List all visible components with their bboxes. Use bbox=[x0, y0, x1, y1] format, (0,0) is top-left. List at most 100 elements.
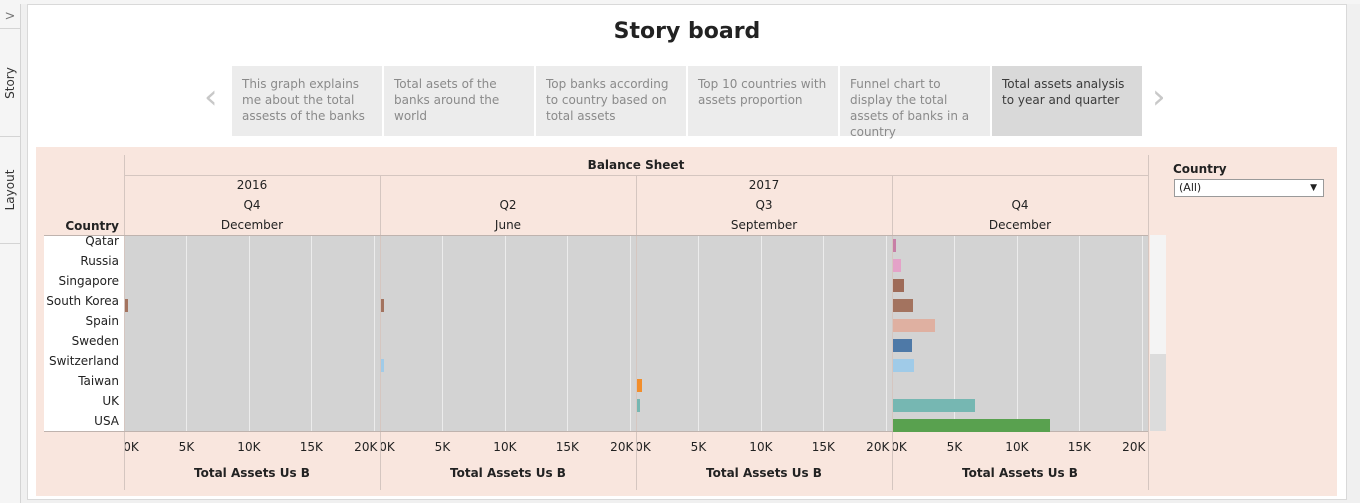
tick-label: 15K bbox=[555, 440, 579, 454]
story-tab-label: Story bbox=[3, 67, 17, 99]
country-filter-value: (All) bbox=[1179, 181, 1202, 194]
gridline bbox=[1016, 235, 1018, 431]
month-header: June bbox=[494, 218, 522, 232]
axis-title: Total Assets Us B bbox=[194, 466, 310, 480]
country-label: Switzerland bbox=[49, 354, 119, 368]
gridline bbox=[186, 235, 188, 431]
quarter-header: Q4 bbox=[1011, 198, 1029, 212]
country-label: Singapore bbox=[58, 274, 119, 288]
country-label: Spain bbox=[85, 314, 119, 328]
bar bbox=[893, 319, 936, 332]
country-filter-dropdown[interactable]: (All) ▼ bbox=[1174, 179, 1324, 197]
gridline bbox=[442, 235, 444, 431]
axis-title: Total Assets Us B bbox=[706, 466, 822, 480]
quarter-header: Q4 bbox=[243, 198, 261, 212]
previous-story-point-icon[interactable]: ‹ bbox=[204, 77, 218, 117]
tick-label: 15K bbox=[299, 440, 323, 454]
plot-pane bbox=[636, 235, 892, 431]
bar bbox=[637, 399, 641, 412]
pane-divider bbox=[380, 175, 381, 490]
gridline bbox=[698, 235, 700, 431]
gridline bbox=[504, 235, 506, 431]
bar bbox=[637, 379, 642, 392]
chart-scrollbar-thumb[interactable] bbox=[1150, 354, 1166, 431]
year-header: 2017 bbox=[748, 178, 780, 192]
bar bbox=[893, 239, 896, 252]
story-point[interactable]: This graph explains me about the total a… bbox=[232, 66, 382, 136]
top-strip bbox=[20, 0, 1360, 4]
tick-label: 0K bbox=[891, 440, 907, 454]
year-header: 2016 bbox=[236, 178, 268, 192]
country-label: South Korea bbox=[46, 294, 119, 308]
country-label: Sweden bbox=[71, 334, 119, 348]
gridline bbox=[760, 235, 762, 431]
gridline bbox=[248, 235, 250, 431]
bar bbox=[893, 419, 1051, 432]
bar bbox=[893, 359, 914, 372]
bar bbox=[893, 339, 913, 352]
story-point[interactable]: Top 10 countries with assets proportion bbox=[688, 66, 838, 136]
quarter-header: Q2 bbox=[499, 198, 517, 212]
dropdown-caret-icon: ▼ bbox=[1310, 183, 1317, 193]
tick-label: 10K bbox=[237, 440, 261, 454]
story-point[interactable]: Funnel chart to display the total assets… bbox=[840, 66, 990, 139]
header-rule bbox=[124, 175, 1148, 176]
tick-label: 15K bbox=[1067, 440, 1091, 454]
plot-pane bbox=[124, 235, 380, 431]
gridline bbox=[311, 235, 313, 431]
gridline bbox=[954, 235, 956, 431]
tick-label: 5K bbox=[434, 440, 451, 454]
month-header: September bbox=[730, 218, 798, 232]
bar bbox=[893, 399, 976, 412]
country-label: Russia bbox=[80, 254, 119, 268]
bar bbox=[893, 259, 902, 272]
row-label-area bbox=[44, 235, 124, 431]
gridline bbox=[1079, 235, 1081, 431]
plot-pane bbox=[892, 235, 1148, 431]
tick-label: 0K bbox=[635, 440, 651, 454]
expand-icon[interactable]: > bbox=[0, 6, 20, 29]
bar bbox=[125, 299, 129, 312]
gridline bbox=[885, 235, 887, 431]
tick-label: 10K bbox=[493, 440, 517, 454]
bar bbox=[381, 359, 384, 372]
story-point[interactable]: Total assets analysis to year and quarte… bbox=[992, 66, 1142, 136]
bar bbox=[893, 279, 905, 292]
pane-divider bbox=[892, 175, 893, 490]
story-tab[interactable]: Story bbox=[0, 30, 20, 137]
gridline bbox=[373, 235, 375, 431]
story-title: Story board bbox=[613, 19, 761, 44]
header-rule bbox=[44, 235, 1148, 236]
tick-label: 0K bbox=[379, 440, 395, 454]
gridline bbox=[629, 235, 631, 431]
tick-label: 20K bbox=[866, 440, 890, 454]
left-rail: > Story Layout bbox=[0, 0, 21, 503]
tick-label: 20K bbox=[354, 440, 378, 454]
axis-title: Total Assets Us B bbox=[450, 466, 566, 480]
story-point[interactable]: Total asets of the banks around the worl… bbox=[384, 66, 534, 136]
tick-label: 5K bbox=[178, 440, 195, 454]
country-label: Taiwan bbox=[78, 374, 119, 388]
quarter-header: Q3 bbox=[755, 198, 773, 212]
pane-divider bbox=[124, 155, 125, 490]
country-label: UK bbox=[102, 394, 119, 408]
bar bbox=[893, 299, 913, 312]
gridline bbox=[1141, 235, 1143, 431]
axis-title: Total Assets Us B bbox=[962, 466, 1078, 480]
tick-label: 15K bbox=[811, 440, 835, 454]
axis-rule bbox=[44, 431, 1148, 432]
layout-tab[interactable]: Layout bbox=[0, 137, 20, 244]
country-label: USA bbox=[94, 414, 119, 428]
month-header: December bbox=[988, 218, 1052, 232]
row-header: Country bbox=[65, 219, 119, 233]
layout-tab-label: Layout bbox=[3, 169, 17, 211]
gridline bbox=[567, 235, 569, 431]
story-point[interactable]: Top banks according to country based on … bbox=[536, 66, 686, 136]
pane-divider bbox=[1148, 155, 1149, 490]
plot-pane bbox=[380, 235, 636, 431]
tick-label: 5K bbox=[946, 440, 963, 454]
month-header: December bbox=[220, 218, 284, 232]
next-story-point-icon[interactable]: › bbox=[1152, 77, 1166, 117]
tick-label: 20K bbox=[610, 440, 634, 454]
tick-label: 0K bbox=[123, 440, 139, 454]
